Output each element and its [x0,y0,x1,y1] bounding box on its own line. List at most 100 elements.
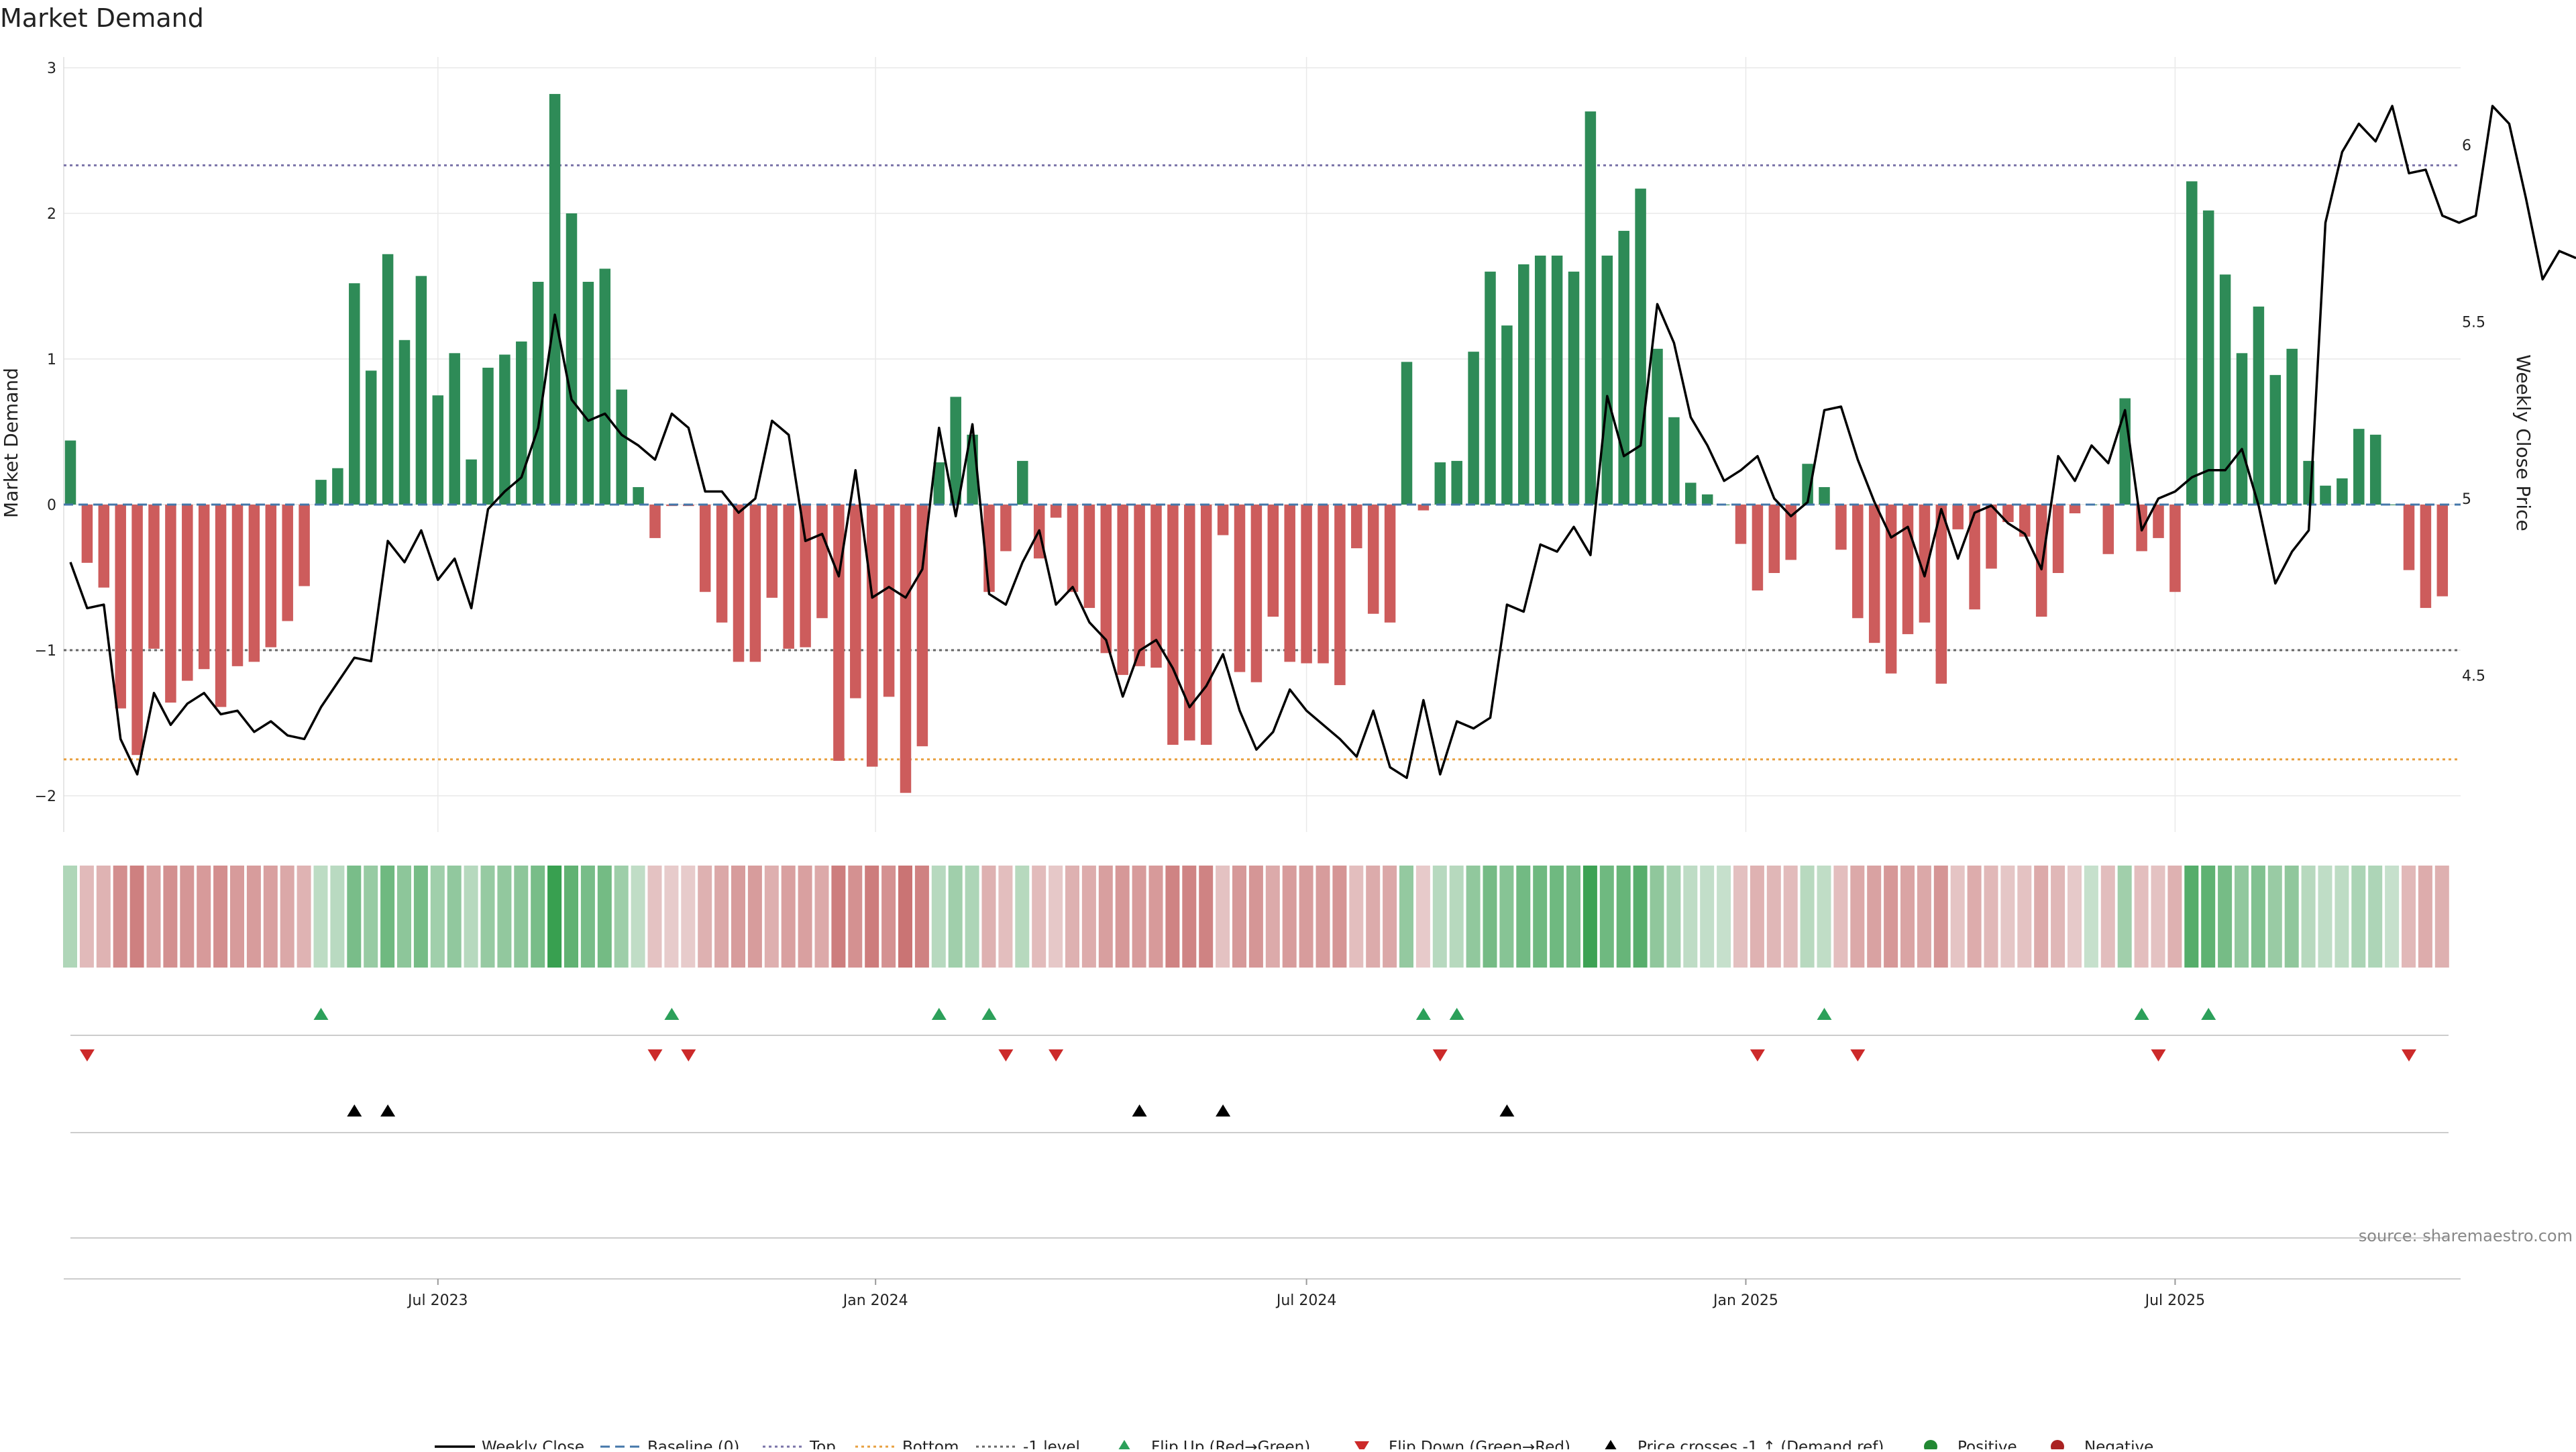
demand-bar [115,505,126,709]
demand-bar [733,505,745,662]
reference-levels [64,164,2461,761]
flip-down-marker [1049,1049,1064,1061]
price-cross-marker [1132,1104,1147,1117]
demand-bar [215,505,227,707]
demand-bar [2002,505,2014,523]
flip-down-marker [647,1049,663,1061]
chart-title: Market Demand [0,3,204,33]
heat-cell [1850,866,1865,968]
heat-cell [63,866,77,968]
demand-bar [783,505,794,649]
legend-item: Bottom [855,1439,959,1452]
heat-cell [1582,866,1597,968]
demand-bar [365,370,377,505]
heat-cell [1900,866,1915,968]
heat-cell [1049,866,1063,968]
heat-cell [764,866,779,968]
demand-bar [2236,353,2248,505]
heat-cell [1783,866,1798,968]
demand-bar [2153,505,2164,538]
heat-cell [1366,866,1381,968]
demand-bar [950,397,961,505]
heat-cell [230,866,244,968]
demand-bar [1067,505,1079,592]
demand-bar [1451,460,1462,505]
legend-label: Positive [1957,1439,2017,1449]
demand-bar [1117,505,1128,675]
demand-bar [883,505,895,697]
heat-cell [2301,866,2316,968]
heat-cell [1216,866,1230,968]
heat-cell [2134,866,2149,968]
demand-bar [81,505,93,563]
heat-cell [1349,866,1364,968]
heat-cell [714,866,729,968]
flip-up-marker [931,1008,947,1020]
flip-down-marker [681,1049,696,1061]
legend-label: Price crosses -1 ↑ (Demand ref) [1638,1439,1884,1449]
heat-cell [1299,866,1313,968]
demand-bar [516,341,527,505]
y-axis-ticks: 3 2 1 0 −1 −2 [35,60,56,805]
heat-cell [1917,866,1931,968]
demand-bar [1485,271,1496,505]
heat-cell [1265,866,1280,968]
y2-axis-label: Weekly Close Price [2512,354,2534,531]
legend-item: Flip Up (Red→Green) [1117,1439,1310,1452]
demand-bar [2219,274,2231,505]
heat-cell [1599,866,1614,968]
demand-bar [1735,505,1747,544]
heat-cell [1182,866,1197,968]
demand-bar [165,505,176,703]
demand-bar [1417,505,1430,511]
flip-down-marker [1850,1049,1866,1061]
heat-cell [2251,866,2265,968]
heat-cell [597,866,612,968]
heat-cell [397,866,411,968]
source-note: source: sharemaestro.com [2359,1227,2573,1245]
demand-bar [649,505,661,538]
demand-bar [1234,505,1246,672]
demand-bar [2186,181,2198,505]
demand-bar [749,505,761,662]
heat-cell [865,866,879,968]
y2-axis-ticks: 6 5.5 5 4.5 [2462,138,2485,685]
heat-cell [1098,866,1113,968]
heat-cell [681,866,696,968]
demand-bar [1635,189,1646,505]
demand-bar [1384,505,1396,623]
demand-bar [1601,255,1613,505]
demand-bar [182,505,193,681]
flip-down-marker [1750,1049,1765,1061]
price-cross-marker [347,1104,362,1117]
y2-tick-label: 5.5 [2462,315,2485,331]
heat-cell [1332,866,1347,968]
heat-cell [96,866,111,968]
demand-bar [2035,505,2047,617]
y-tick-label: 3 [47,60,56,77]
demand-bar [1301,505,1312,664]
flip-up-marker [1449,1008,1464,1020]
heat-cell [1967,866,1982,968]
demand-bar [1785,505,1796,560]
x-tick-label: Jul 2025 [2144,1292,2206,1309]
demand-bar [716,505,728,623]
heat-cell [2434,866,2449,968]
heat-cell [2000,866,2015,968]
demand-bar [1367,505,1379,614]
heat-cell [514,866,529,968]
heat-cell [1148,866,1163,968]
heat-cell [2351,866,2366,968]
demand-bar [1852,505,1864,619]
demand-bar [198,505,210,670]
x-tick-label: Jul 2023 [407,1292,468,1309]
heat-cell [965,866,979,968]
heat-cell [1316,866,1330,968]
heat-cell [1466,866,1481,968]
demand-bar [2069,505,2081,514]
legend-label: Bottom [902,1439,959,1449]
demand-bar [349,283,360,505]
demand-bar [2420,505,2432,609]
y2-tick-label: 4.5 [2462,668,2485,685]
